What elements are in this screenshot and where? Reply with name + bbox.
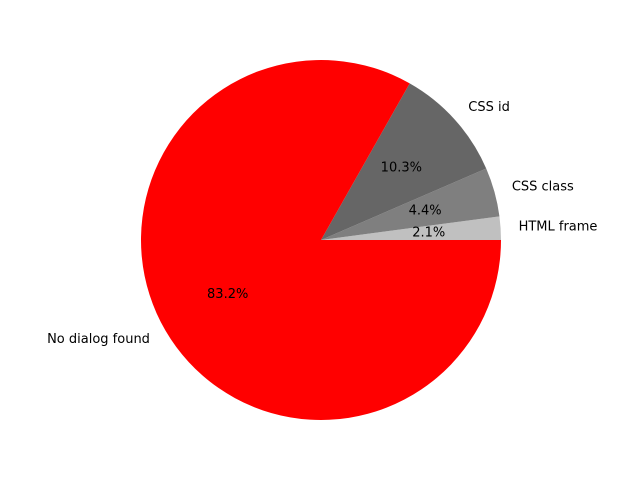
pie-pct-label-html-frame: 2.1% [412,225,445,240]
pie-label-no-dialog-found: No dialog found [47,332,150,347]
pie-pct-label-css-class: 4.4% [409,204,442,219]
pie-label-css-id: CSS id [468,100,510,115]
pie-label-css-class: CSS class [512,180,574,195]
pie-slice-no-dialog-found [140,60,501,421]
pie-label-html-frame: HTML frame [519,219,598,234]
pie-slice-html-frame [321,216,502,240]
pie-labels: HTML frame 2.1% CSS class 4.4% CSS id 10.3% No… [47,100,597,347]
pie-slices [140,60,502,421]
pie-slice-css-class [321,168,500,240]
pie-pct-label-css-id: 10.3% [381,160,422,175]
pie-pct-label-no-dialog-found: 83.2% [207,287,248,302]
pie-slice-css-id [321,83,487,241]
